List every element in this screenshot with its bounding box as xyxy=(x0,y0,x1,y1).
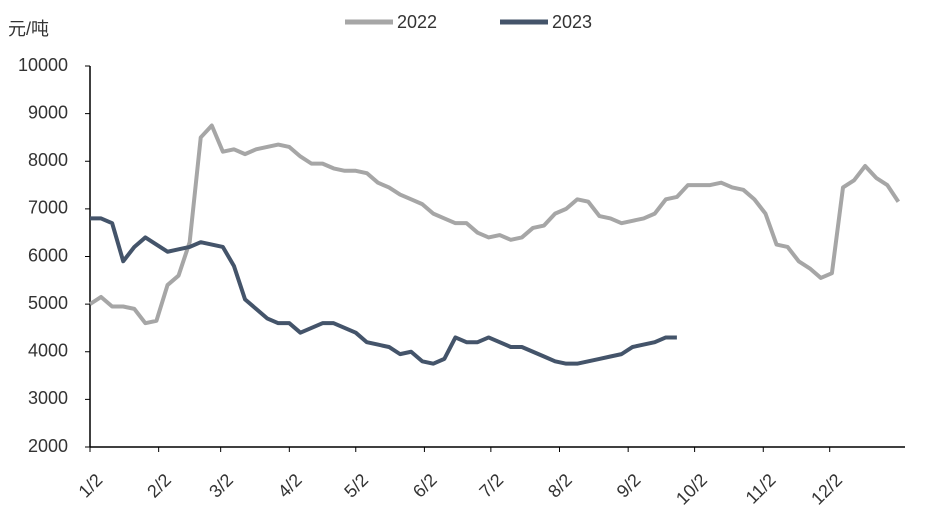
x-tick-label: 5/2 xyxy=(340,470,372,502)
y-tick-label: 3000 xyxy=(28,388,68,408)
y-axis-label: 元/吨 xyxy=(8,19,49,39)
series-line xyxy=(90,216,677,366)
x-tick-label: 8/2 xyxy=(544,470,576,502)
y-tick-label: 6000 xyxy=(28,245,68,265)
x-tick-label: 10/2 xyxy=(672,470,711,509)
x-tick-label: 3/2 xyxy=(205,470,237,502)
x-tick-label: 7/2 xyxy=(475,470,507,502)
x-tick-label: 11/2 xyxy=(742,470,780,508)
x-tick-label: 6/2 xyxy=(409,470,441,502)
y-tick-label: 10000 xyxy=(18,55,68,75)
x-tick-label: 1/2 xyxy=(75,470,107,502)
y-tick-label: 2000 xyxy=(28,436,68,456)
x-tick-label: 9/2 xyxy=(613,470,645,502)
legend-label: 2022 xyxy=(397,12,437,32)
x-tick-label: 12/2 xyxy=(807,470,846,509)
series-line xyxy=(88,123,901,326)
y-tick-label: 4000 xyxy=(28,341,68,361)
y-tick-label: 9000 xyxy=(28,102,68,122)
y-tick-label: 5000 xyxy=(28,293,68,313)
y-tick-label: 7000 xyxy=(28,198,68,218)
y-tick-label: 8000 xyxy=(28,150,68,170)
x-tick-label: 2/2 xyxy=(143,470,175,502)
legend-label: 2023 xyxy=(552,12,592,32)
x-tick-label: 4/2 xyxy=(274,470,306,502)
